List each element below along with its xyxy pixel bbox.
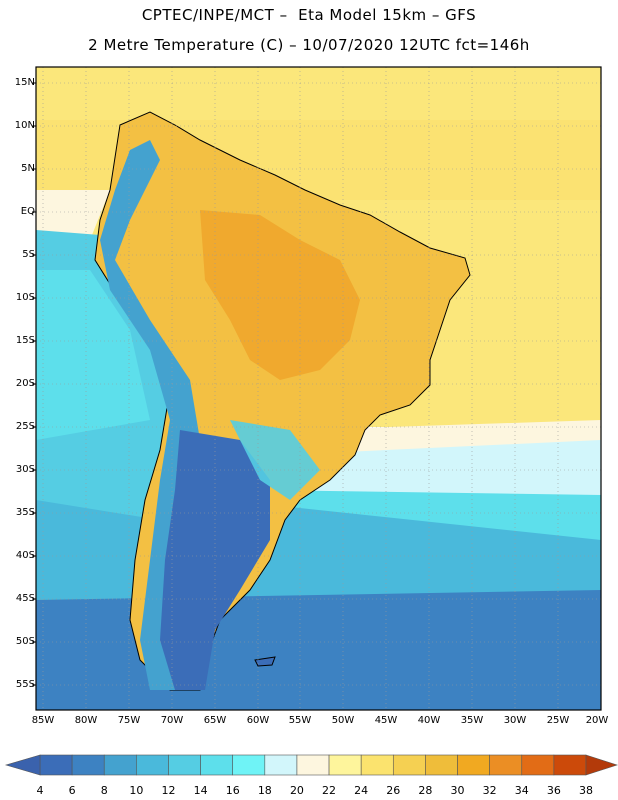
lat-label: 35S [15, 507, 35, 518]
lat-label: 5S [22, 249, 35, 260]
colorbar-tick-label: 38 [579, 784, 593, 797]
colorbar-tick-label: 16 [225, 784, 240, 797]
colorbar-cell [136, 754, 169, 776]
colorbar-tick-label: 18 [257, 784, 272, 797]
lat-label: 50S [15, 636, 35, 647]
lon-label: 50W [331, 715, 355, 726]
colorbar-cell [103, 754, 137, 776]
colorbar-tick-label: 24 [354, 784, 369, 797]
lat-label: 45S [15, 593, 35, 604]
pacific-warm [36, 190, 110, 240]
colorbar-tick-label: 20 [289, 784, 304, 797]
lon-label: 65W [203, 715, 227, 726]
map-border [35, 66, 602, 711]
lat-label: 30S [15, 464, 35, 475]
pacific-mid [36, 270, 150, 440]
lat-label: 40S [15, 550, 35, 561]
lon-label: 20W [585, 715, 609, 726]
chart-title-line-2: 2 Metre Temperature (C) – 10/07/2020 12U… [88, 36, 530, 54]
colorbar-tick-label: 36 [546, 784, 561, 797]
interior-hot-region [200, 210, 360, 380]
colorbar-cell [553, 754, 587, 776]
colorbar-cell [200, 754, 234, 776]
colorbar-tick-label: 22 [322, 784, 337, 797]
colorbar-tick-label: 8 [100, 784, 108, 797]
colorbar-tick-label: 4 [36, 784, 44, 797]
lat-label: 20S [15, 378, 35, 389]
lon-label: 70W [160, 715, 184, 726]
colorbar-cell [71, 754, 105, 776]
colorbar-tick-label: 26 [386, 784, 401, 797]
lon-label: 85W [31, 715, 55, 726]
lat-label: 15N [14, 77, 35, 88]
colorbar-tick-label: 14 [193, 784, 208, 797]
lat-label: 10S [15, 292, 35, 303]
colorbar-left-arrow [4, 754, 41, 776]
colorbar-cell [360, 754, 394, 776]
lon-label: 75W [117, 715, 141, 726]
lat-label: EQ [20, 206, 35, 217]
colorbar-tick-label: 12 [161, 784, 176, 797]
colorbar-cell [296, 754, 330, 776]
lat-label: 25S [15, 421, 35, 432]
colorbar-cell [489, 754, 523, 776]
colorbar-tick-label: 30 [450, 784, 465, 797]
colorbar-tick-label: 34 [514, 784, 529, 797]
colorbar-tick-label: 28 [418, 784, 433, 797]
colorbar-cell [232, 754, 266, 776]
colorbar-cell [168, 754, 201, 776]
lon-label: 35W [460, 715, 484, 726]
falkland-islands [254, 656, 276, 667]
lon-label: 60W [246, 715, 270, 726]
colorbar-cell [328, 754, 362, 776]
chart-title-line-1: CPTEC/INPE/MCT – Eta Model 15km – GFS [141, 6, 477, 24]
colorbar-tick-label: 10 [129, 784, 144, 797]
colorbar-cell [264, 754, 298, 776]
colorbar-tick-label: 6 [68, 784, 76, 797]
pampas-cool [230, 420, 320, 500]
lon-label: 40W [417, 715, 441, 726]
axis-ticks [32, 82, 36, 686]
colorbar-cell [425, 754, 458, 776]
lat-label: 5N [21, 163, 35, 174]
lon-label: 55W [288, 715, 312, 726]
colorbar-cell [521, 754, 555, 776]
colorbar-tick-label: 32 [482, 784, 497, 797]
colorbar-cell [392, 754, 426, 776]
lon-label: 45W [374, 715, 398, 726]
lon-label: 30W [503, 715, 527, 726]
lon-label: 80W [74, 715, 98, 726]
lon-label: 25W [546, 715, 570, 726]
colorbar-cell [457, 754, 490, 776]
lat-label: 10N [14, 120, 35, 131]
lat-label: 55S [15, 679, 35, 690]
colorbar-right-arrow [585, 754, 618, 776]
colorbar-cell [39, 754, 73, 776]
lat-label: 15S [15, 335, 35, 346]
